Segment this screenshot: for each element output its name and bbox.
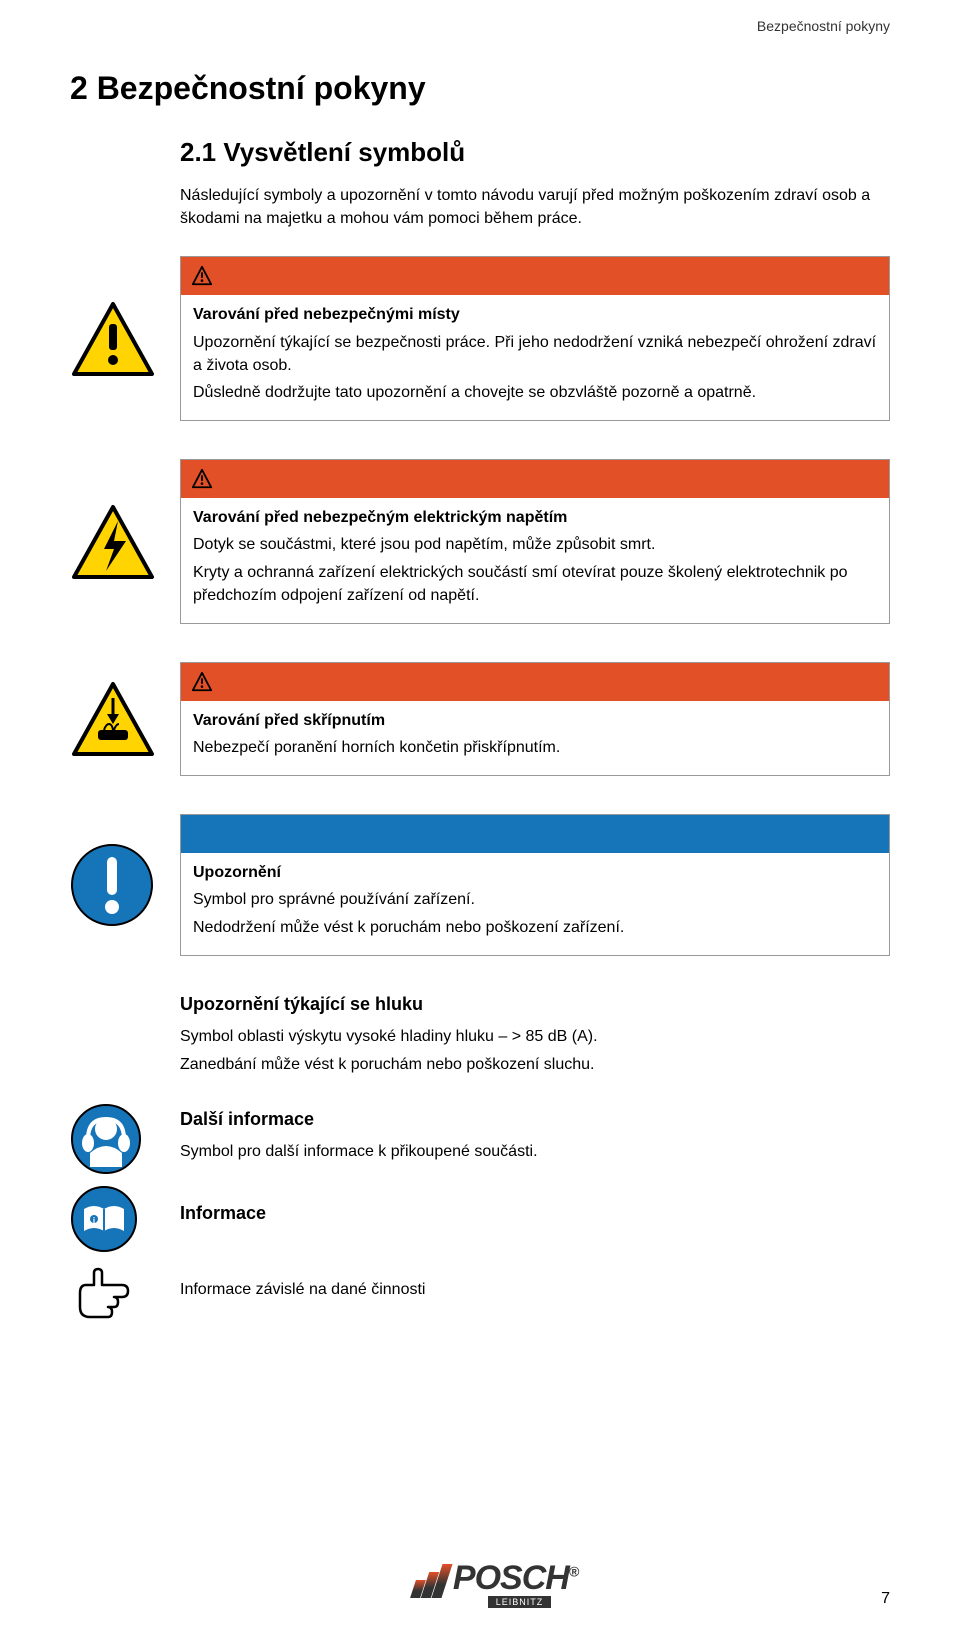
svg-text:i: i	[93, 1216, 95, 1225]
info-line1: Informace závislé na dané činnosti	[180, 1278, 890, 1302]
warning-electric-box: Varování před nebezpečným elektrickým na…	[180, 459, 890, 624]
further-line1: Symbol pro další informace k přikoupené …	[180, 1140, 890, 1164]
hearing-protection-icon	[70, 1103, 180, 1175]
box3-line1: Nebezpečí poranění horních končetin přis…	[193, 736, 877, 759]
logo-stripes-icon	[413, 1564, 447, 1598]
notice-bar	[181, 815, 889, 853]
warning-bar	[181, 663, 889, 701]
box1-title: Varování před nebezpečnými místy	[193, 303, 877, 326]
heading-1: 2 Bezpečnostní pokyny	[70, 70, 890, 107]
warning-electric-section: Varování před nebezpečným elektrickým na…	[70, 459, 890, 624]
further-title: Další informace	[180, 1109, 890, 1130]
logo-reg: ®	[569, 1564, 578, 1580]
pinch-triangle-icon	[70, 680, 180, 758]
logo-text: POSCH®	[453, 1559, 578, 1598]
manual-row: i Informace	[70, 1185, 890, 1253]
notice-box: Upozornění Symbol pro správné používání …	[180, 814, 890, 956]
exclamation-icon	[191, 265, 213, 287]
warning-danger-box: Varování před nebezpečnými místy Upozorn…	[180, 256, 890, 421]
box2-line1: Dotyk se součástmi, které jsou pod napět…	[193, 533, 877, 556]
intro-text: Následující symboly a upozornění v tomto…	[180, 184, 890, 230]
box4-line2: Nedodržení může vést k poruchám nebo poš…	[193, 916, 877, 939]
box3-title: Varování před skřípnutím	[193, 709, 877, 732]
box1-line2: Důsledně dodržujte tato upozornění a cho…	[193, 381, 877, 404]
notice-circle-icon	[70, 843, 180, 927]
info-title: Informace	[180, 1203, 890, 1224]
exclamation-icon	[191, 468, 213, 490]
electric-triangle-icon	[70, 503, 180, 581]
warning-danger-section: Varování před nebezpečnými místy Upozorn…	[70, 256, 890, 421]
warning-pinch-section: Varování před skřípnutím Nebezpečí poran…	[70, 662, 890, 776]
page-header: Bezpečnostní pokyny	[757, 18, 890, 34]
brand-logo: POSCH® LEIBNITZ	[413, 1559, 578, 1608]
noise-line1: Symbol oblasti výskytu vysoké hladiny hl…	[180, 1025, 890, 1049]
hand-point-icon	[70, 1263, 180, 1321]
page-footer: POSCH® LEIBNITZ 7	[0, 1559, 960, 1608]
notice-section: Upozornění Symbol pro správné používání …	[70, 814, 890, 956]
noise-title: Upozornění týkající se hluku	[180, 994, 890, 1015]
manual-circle-icon: i	[70, 1185, 180, 1253]
warning-pinch-box: Varování před skřípnutím Nebezpečí poran…	[180, 662, 890, 776]
page-number: 7	[881, 1590, 890, 1608]
exclamation-icon	[191, 671, 213, 693]
box1-line1: Upozornění týkající se bezpečnosti práce…	[193, 331, 877, 377]
heading-2: 2.1 Vysvětlení symbolů	[180, 137, 890, 168]
noise-line2: Zanedbání může vést k poruchám nebo pošk…	[180, 1053, 890, 1077]
box4-title: Upozornění	[193, 861, 877, 884]
warning-triangle-icon	[70, 300, 180, 378]
hand-row: Informace závislé na dané činnosti	[70, 1263, 890, 1321]
noise-section: Upozornění týkající se hluku Symbol obla…	[180, 994, 890, 1077]
box2-line2: Kryty a ochranná zařízení elektrických s…	[193, 561, 877, 607]
hearing-row: Další informace Symbol pro další informa…	[70, 1103, 890, 1175]
box4-line1: Symbol pro správné používání zařízení.	[193, 888, 877, 911]
warning-bar	[181, 460, 889, 498]
box2-title: Varování před nebezpečným elektrickým na…	[193, 506, 877, 529]
warning-bar	[181, 257, 889, 295]
